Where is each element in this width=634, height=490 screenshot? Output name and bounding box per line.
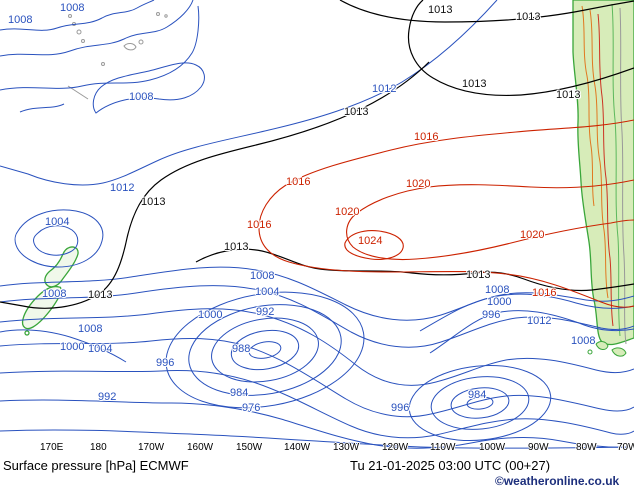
- map-datetime: Tu 21-01-2025 03:00 UTC (00+27): [350, 458, 551, 473]
- isobar-chart: [0, 0, 634, 449]
- south-america-coastline: [572, 0, 634, 357]
- surface-pressure-map: 1008 1008 1013 1013 1013 1013 1012 1013 1008 1016…: [0, 0, 634, 453]
- map-title: Surface pressure [hPa] ECMWF: [3, 458, 189, 473]
- copyright-link[interactable]: ©weatheronline.co.uk: [495, 474, 620, 488]
- isobars-low-pressure: [0, 0, 634, 449]
- isobars-high-pressure: [258, 119, 634, 308]
- isobars-reference-1013: [0, 0, 634, 309]
- island-coastlines-icon: [67, 12, 168, 100]
- map-footer: Surface pressure [hPa] ECMWF Tu 21-01-20…: [0, 452, 634, 490]
